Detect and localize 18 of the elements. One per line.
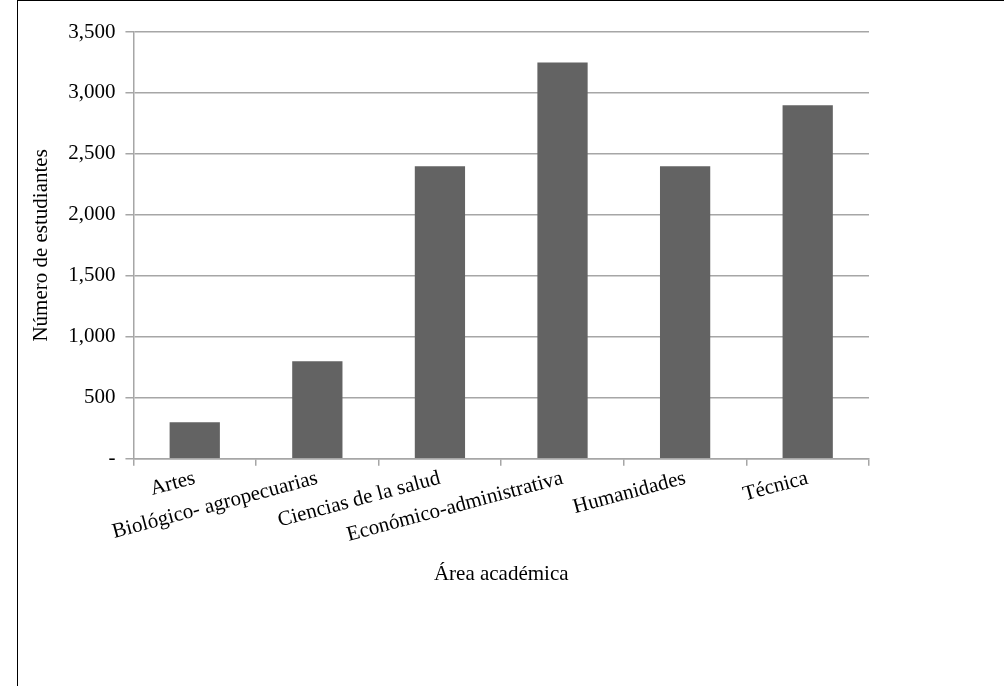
bar <box>414 166 466 459</box>
bar <box>782 105 833 459</box>
y-tick-label: 1,000 <box>68 323 116 348</box>
y-tick-label: 3,000 <box>68 79 116 104</box>
bar <box>537 62 588 459</box>
y-tick-label: - <box>108 445 116 470</box>
y-tick-label: 2,500 <box>68 140 116 165</box>
bar <box>169 422 220 459</box>
x-tick-label: Técnica <box>740 464 812 506</box>
bar <box>292 361 343 459</box>
y-tick-label: 3,500 <box>68 18 116 43</box>
y-axis-title: Número de estudiantes <box>28 149 53 342</box>
x-axis-title: Área académica <box>433 560 570 585</box>
y-tick-label: 500 <box>83 384 116 409</box>
y-tick-label: 2,000 <box>68 201 116 226</box>
bar <box>659 166 711 459</box>
y-tick-label: 1,500 <box>68 262 116 287</box>
x-tick-label: Artes <box>147 464 198 500</box>
